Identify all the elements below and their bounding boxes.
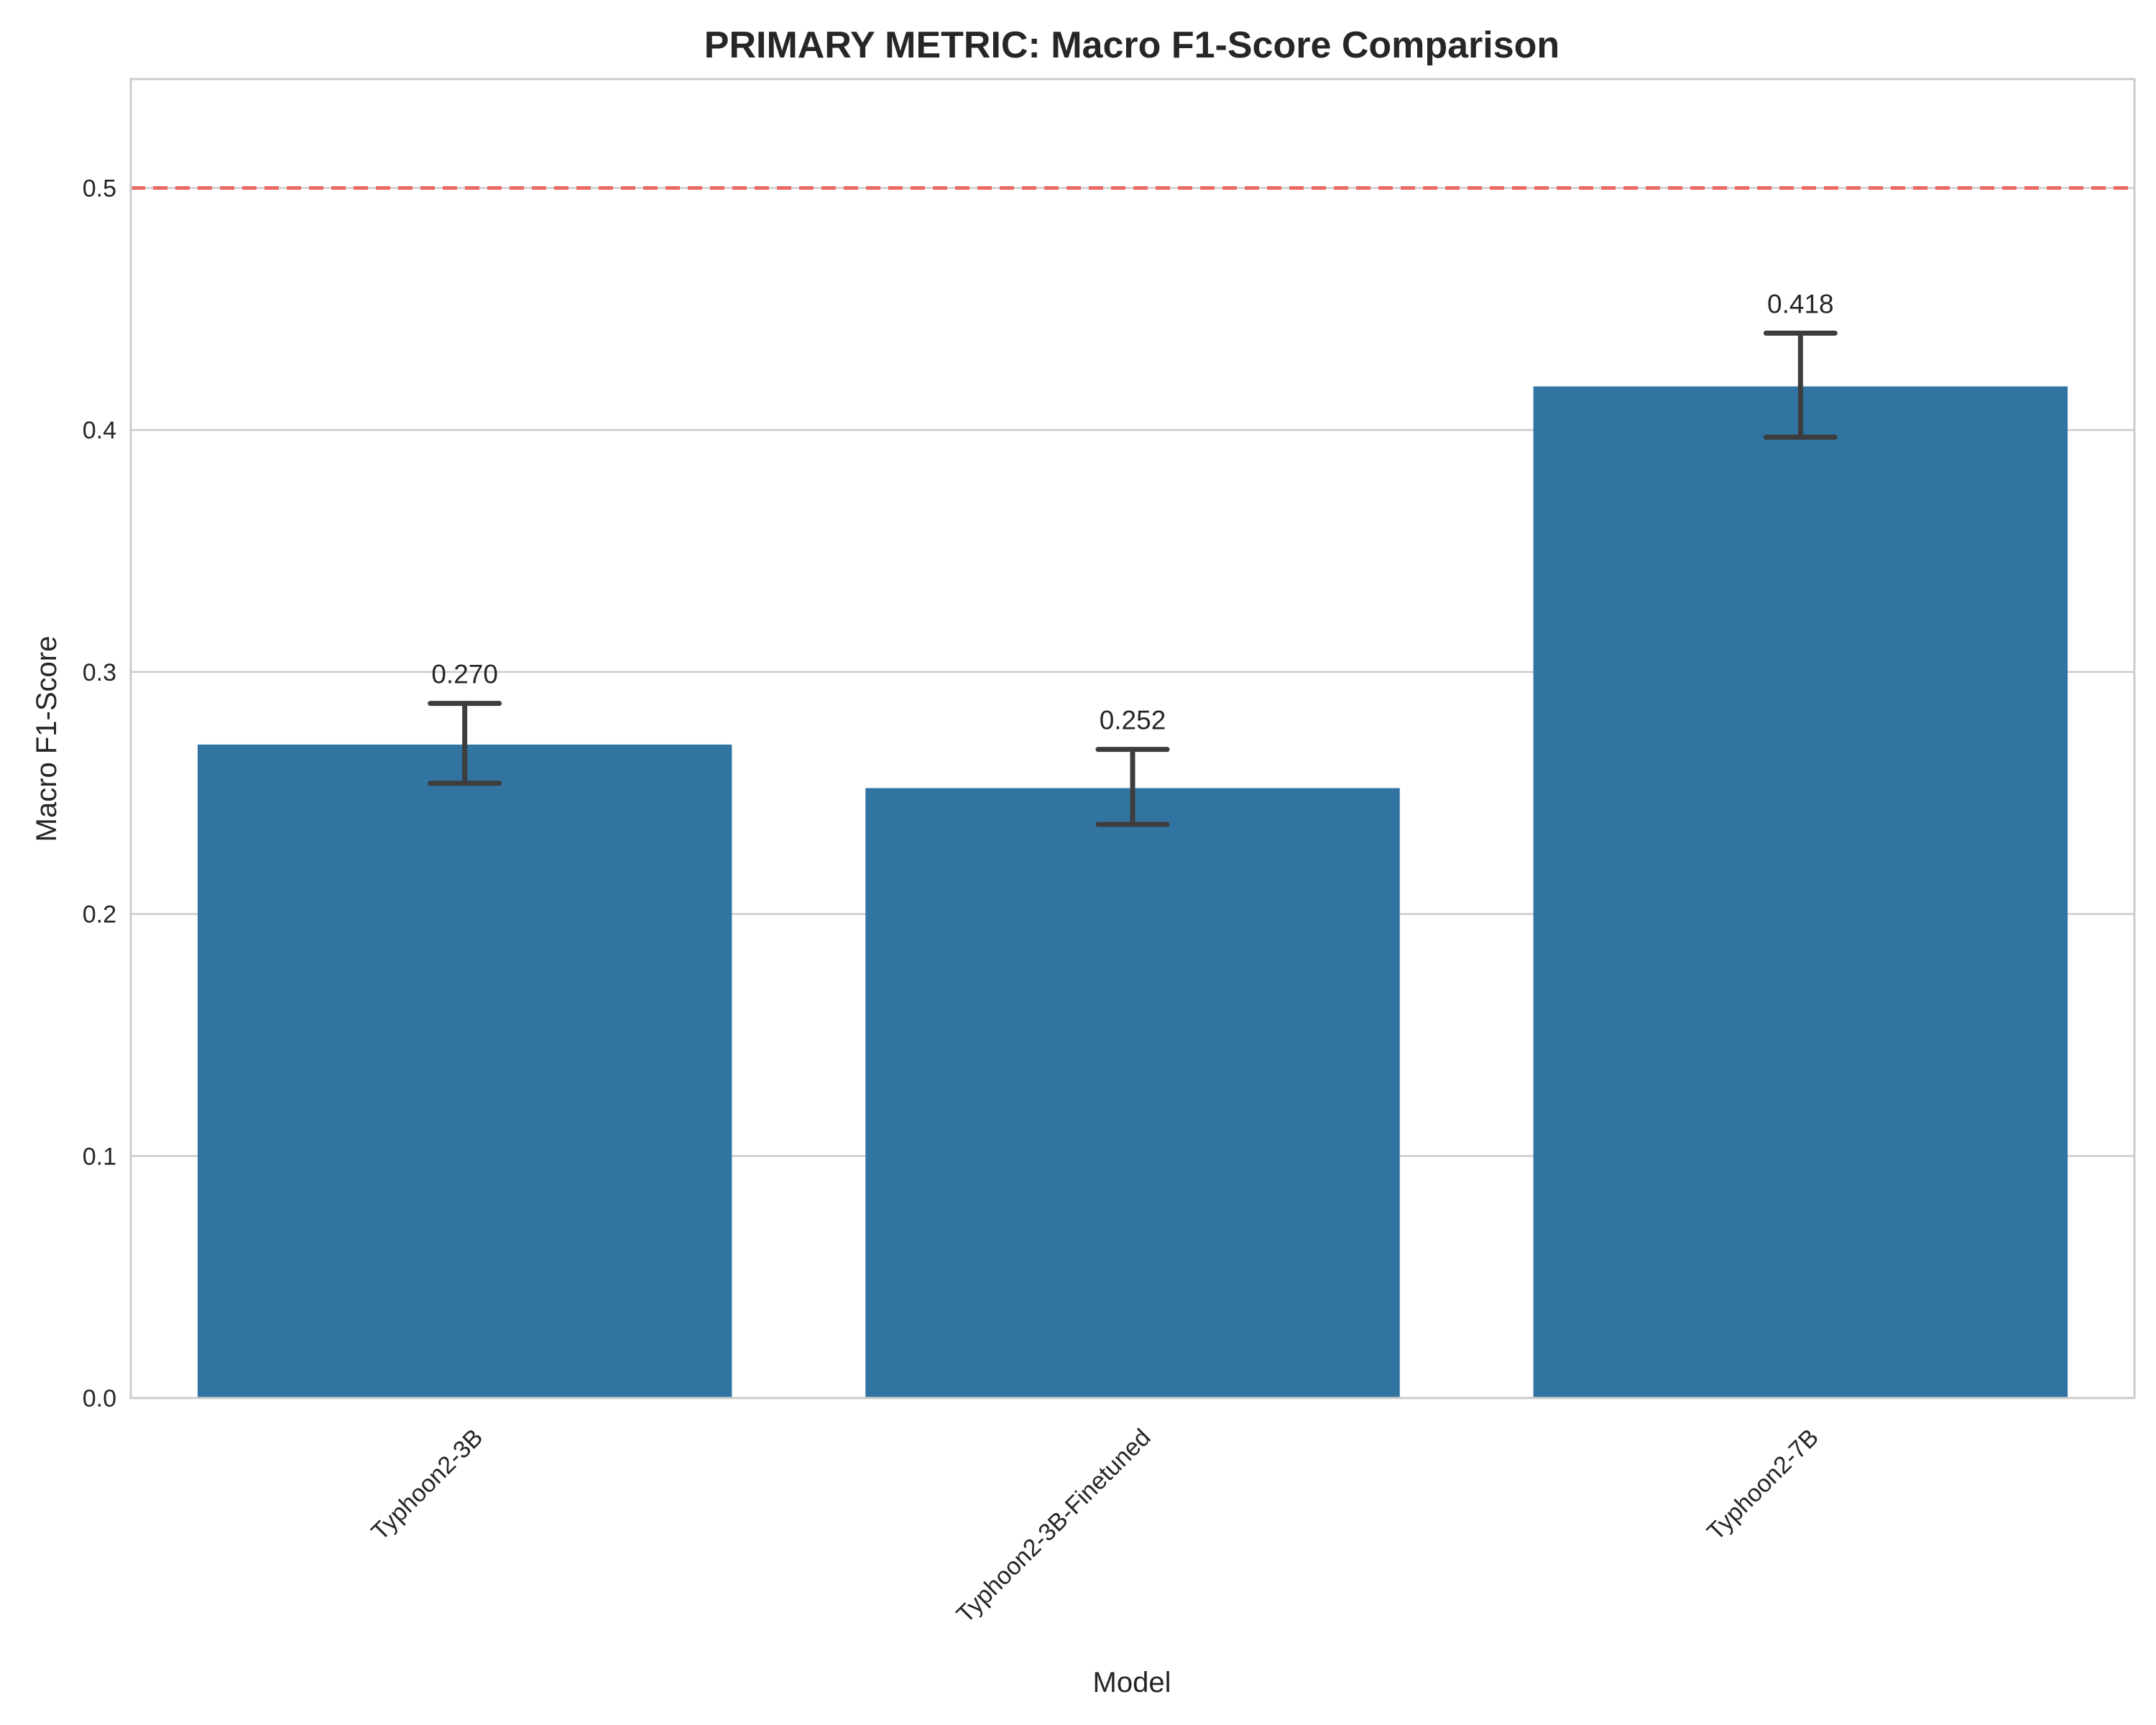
y-tick-label: 0.4 [83, 417, 116, 444]
bars [197, 386, 2068, 1399]
y-tick-label: 0.1 [83, 1143, 116, 1170]
bar [1533, 386, 2068, 1399]
chart-title: PRIMARY METRIC: Macro F1-Score Compariso… [704, 24, 1560, 66]
y-axis-label: Macro F1-Score [31, 636, 63, 842]
bar-value-label: 0.418 [1767, 290, 1834, 319]
bar-value-label: 0.270 [431, 660, 498, 689]
data-labels: 0.270 0.252 0.418 [431, 290, 1833, 735]
bar-value-label: 0.252 [1100, 706, 1166, 735]
y-tick-label: 0.0 [83, 1385, 116, 1412]
x-axis-label: Model [1093, 1667, 1171, 1698]
y-tick-labels: 0.0 0.1 0.2 0.3 0.4 0.5 [83, 175, 116, 1412]
bar [197, 744, 732, 1398]
plot-frame [129, 78, 2136, 1399]
error-bars [428, 331, 1838, 827]
y-tick-label: 0.3 [83, 659, 116, 686]
bar [865, 788, 1400, 1398]
y-tick-label: 0.5 [83, 175, 116, 203]
y-tick-label: 0.2 [83, 901, 116, 929]
